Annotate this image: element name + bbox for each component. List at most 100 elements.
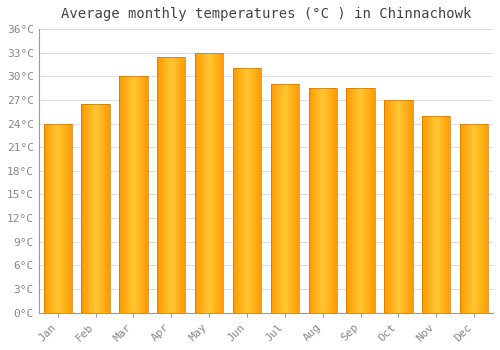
Bar	[211, 53, 212, 313]
Bar	[253, 69, 254, 313]
Bar	[406, 100, 407, 313]
Bar	[329, 88, 330, 313]
Bar	[294, 84, 295, 313]
Bar	[208, 53, 209, 313]
Bar	[91, 104, 92, 313]
Bar	[410, 100, 411, 313]
Bar	[159, 57, 160, 313]
Bar	[438, 116, 439, 313]
Bar	[182, 57, 183, 313]
Bar	[45, 124, 46, 313]
Bar	[126, 76, 127, 313]
Bar	[57, 124, 58, 313]
Bar	[82, 104, 110, 313]
Bar	[166, 57, 167, 313]
Bar	[389, 100, 390, 313]
Bar	[434, 116, 435, 313]
Bar	[163, 57, 164, 313]
Bar	[476, 124, 477, 313]
Bar	[63, 124, 64, 313]
Bar	[218, 53, 219, 313]
Bar	[109, 104, 110, 313]
Bar	[130, 76, 131, 313]
Bar	[330, 88, 331, 313]
Bar	[143, 76, 144, 313]
Bar	[315, 88, 316, 313]
Bar	[85, 104, 86, 313]
Bar	[358, 88, 359, 313]
Bar	[62, 124, 63, 313]
Bar	[466, 124, 468, 313]
Bar	[233, 69, 261, 313]
Bar	[484, 124, 485, 313]
Bar	[243, 69, 244, 313]
Bar	[157, 57, 186, 313]
Bar	[346, 88, 347, 313]
Bar	[210, 53, 211, 313]
Bar	[82, 104, 83, 313]
Bar	[357, 88, 358, 313]
Bar	[219, 53, 220, 313]
Bar	[398, 100, 399, 313]
Bar	[52, 124, 53, 313]
Bar	[270, 84, 299, 313]
Bar	[429, 116, 430, 313]
Bar	[408, 100, 409, 313]
Bar	[469, 124, 470, 313]
Bar	[206, 53, 207, 313]
Bar	[348, 88, 349, 313]
Bar	[384, 100, 385, 313]
Bar	[336, 88, 337, 313]
Bar	[387, 100, 388, 313]
Bar	[200, 53, 201, 313]
Bar	[98, 104, 99, 313]
Bar	[424, 116, 425, 313]
Bar	[400, 100, 402, 313]
Bar	[445, 116, 446, 313]
Bar	[214, 53, 215, 313]
Bar	[360, 88, 361, 313]
Bar	[296, 84, 297, 313]
Bar	[64, 124, 65, 313]
Bar	[209, 53, 210, 313]
Bar	[68, 124, 69, 313]
Bar	[60, 124, 61, 313]
Bar	[370, 88, 371, 313]
Bar	[181, 57, 182, 313]
Bar	[480, 124, 481, 313]
Bar	[297, 84, 298, 313]
Bar	[55, 124, 56, 313]
Bar	[461, 124, 462, 313]
Bar	[49, 124, 50, 313]
Bar	[288, 84, 289, 313]
Bar	[280, 84, 281, 313]
Bar	[223, 53, 224, 313]
Bar	[65, 124, 66, 313]
Bar	[157, 57, 158, 313]
Bar	[251, 69, 252, 313]
Bar	[256, 69, 257, 313]
Bar	[440, 116, 441, 313]
Bar	[367, 88, 368, 313]
Bar	[168, 57, 169, 313]
Bar	[485, 124, 486, 313]
Bar	[204, 53, 205, 313]
Bar	[178, 57, 179, 313]
Bar	[147, 76, 148, 313]
Bar	[366, 88, 367, 313]
Bar	[409, 100, 410, 313]
Bar	[447, 116, 448, 313]
Bar	[284, 84, 285, 313]
Bar	[44, 124, 45, 313]
Bar	[172, 57, 173, 313]
Bar	[127, 76, 128, 313]
Bar	[169, 57, 170, 313]
Bar	[70, 124, 71, 313]
Bar	[122, 76, 123, 313]
Bar	[332, 88, 333, 313]
Bar	[276, 84, 277, 313]
Bar	[384, 100, 412, 313]
Bar	[441, 116, 442, 313]
Bar	[369, 88, 370, 313]
Bar	[100, 104, 102, 313]
